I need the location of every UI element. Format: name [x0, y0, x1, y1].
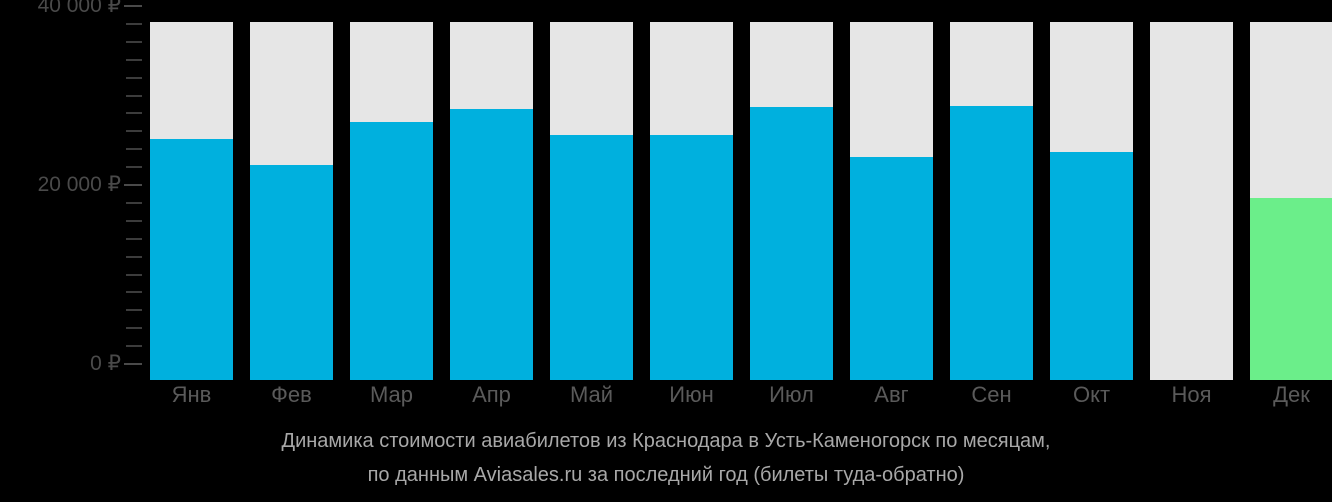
tick-mark	[126, 309, 142, 312]
bar-group[interactable]	[1250, 8, 1332, 380]
bar-group[interactable]	[950, 8, 1033, 380]
tick-mark	[126, 255, 142, 258]
bar-group[interactable]	[650, 8, 733, 380]
bar-value[interactable]	[750, 107, 833, 380]
x-axis-tick-label: Фев	[271, 382, 312, 407]
bar-group[interactable]	[350, 8, 433, 380]
tick-mark	[124, 363, 142, 365]
chart-caption: Динамика стоимости авиабилетов из Красно…	[0, 424, 1332, 492]
tick-mark	[124, 5, 142, 7]
caption-line-2: по данным Aviasales.ru за последний год …	[367, 464, 965, 486]
tick-mark	[126, 219, 142, 222]
bar-value[interactable]	[450, 108, 533, 380]
bar-value[interactable]	[1050, 151, 1133, 380]
tick-mark	[126, 58, 142, 61]
caption-line-1: Динамика стоимости авиабилетов из Красно…	[281, 430, 1051, 452]
y-axis-tick-label: 40 000 ₽	[37, 0, 121, 17]
x-axis-tick-label: Окт	[1072, 382, 1111, 407]
bar-value[interactable]	[350, 122, 433, 380]
bar-value[interactable]	[650, 134, 733, 380]
bar-track	[1150, 22, 1233, 380]
tick-mark	[126, 130, 142, 133]
tick-mark	[124, 184, 142, 186]
tick-mark	[126, 201, 142, 204]
tick-mark	[126, 237, 142, 240]
x-axis-tick-label: Янв	[171, 382, 212, 407]
tick-mark	[126, 40, 142, 43]
bar-group[interactable]	[450, 8, 533, 380]
bar-value[interactable]	[950, 106, 1033, 380]
bar-value[interactable]	[550, 134, 633, 380]
tick-mark	[126, 273, 142, 276]
bar-value[interactable]	[1250, 198, 1332, 380]
x-axis-tick-label: Апр	[472, 382, 511, 407]
bar-value[interactable]	[150, 139, 233, 380]
bar-group[interactable]	[1050, 8, 1133, 380]
x-axis-tick-label: Ноя	[1171, 382, 1212, 407]
tick-mark	[126, 112, 142, 115]
y-axis: 40 000 ₽ 20 000 ₽ 0 ₽	[0, 0, 145, 375]
tick-mark	[126, 327, 142, 330]
tick-mark	[126, 291, 142, 294]
bar-group[interactable]	[250, 8, 333, 380]
bar-group[interactable]	[150, 8, 233, 380]
bar-group[interactable]	[850, 8, 933, 380]
tick-mark	[126, 94, 142, 97]
bar-group[interactable]	[1150, 8, 1233, 380]
tick-mark	[126, 166, 142, 169]
x-axis-tick-label: Июл	[769, 382, 814, 407]
x-axis-tick-label: Июн	[669, 382, 714, 407]
bar-value[interactable]	[850, 157, 933, 380]
plot-area	[150, 22, 1332, 380]
bar-group[interactable]	[750, 8, 833, 380]
tick-mark	[126, 345, 142, 348]
y-axis-tick-label: 0 ₽	[90, 352, 121, 375]
bar-group[interactable]	[550, 8, 633, 380]
bar-value[interactable]	[250, 165, 333, 380]
x-axis-tick-label: Авг	[874, 382, 909, 407]
x-axis-tick-label: Сен	[971, 382, 1012, 407]
y-axis-tick-label: 20 000 ₽	[37, 173, 121, 196]
tick-mark	[126, 76, 142, 79]
tick-mark	[126, 22, 142, 25]
x-axis-tick-label: Мар	[369, 382, 414, 407]
x-axis-tick-label: Дек	[1273, 382, 1310, 407]
tick-mark	[126, 148, 142, 151]
x-axis-tick-label: Май	[569, 382, 614, 407]
x-axis: Янв Фев Мар Апр Май Июн Июл Авг Сен Окт Ноя Дек	[0, 372, 1332, 420]
